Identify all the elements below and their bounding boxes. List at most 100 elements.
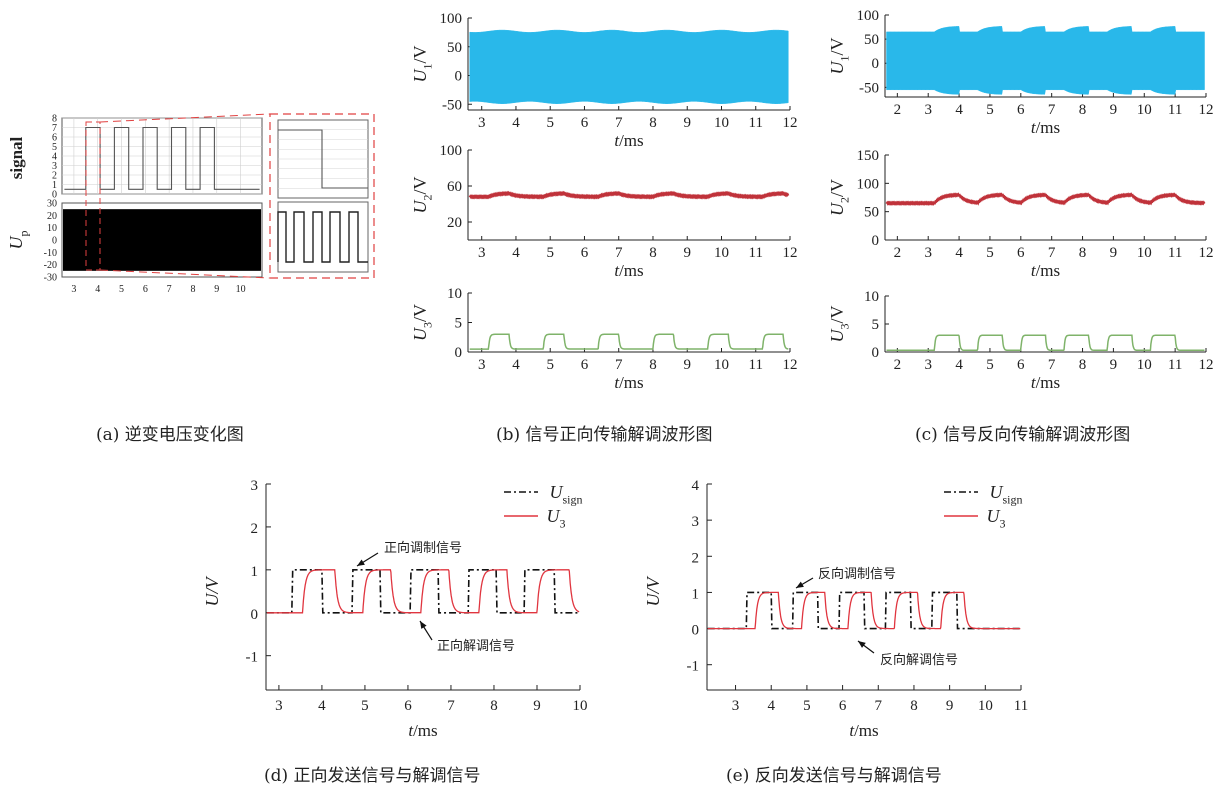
y-tick-label: 7	[52, 123, 57, 134]
y-tick-label: 0	[872, 56, 880, 72]
caption-b: (b) 信号正向传输解调波形图	[496, 425, 713, 445]
x-tick-label: 9	[1110, 102, 1118, 118]
x-tick-label: 10	[573, 698, 588, 714]
u2-trace	[468, 190, 790, 200]
y-tick-label: 20	[447, 215, 462, 231]
y-tick-label: 0	[455, 345, 463, 361]
annotation-label: 反向调制信号	[818, 566, 896, 582]
u1-envelope	[469, 29, 789, 104]
y-axis-label: U3/V	[827, 305, 851, 342]
legend-usign-label: Usign	[549, 482, 582, 506]
x-tick-label: 7	[1048, 357, 1056, 373]
y-tick-label: 2	[251, 521, 259, 537]
y-tick-label: 10	[47, 223, 57, 234]
x-tick-label: 11	[1014, 698, 1028, 714]
caption-e: (e) 反向发送信号与解调信号	[726, 766, 942, 786]
x-tick-label: 5	[361, 698, 369, 714]
y-axis-label: U1/V	[827, 37, 851, 74]
x-tick-label: 12	[1199, 102, 1214, 118]
x-tick-label: 4	[512, 115, 520, 131]
x-tick-label: 3	[924, 102, 932, 118]
y-axis-label: U/V	[202, 576, 222, 607]
x-tick-label: 7	[447, 698, 455, 714]
annotation-arrowhead	[420, 621, 427, 629]
x-tick-label: 4	[955, 357, 963, 373]
legend-u3-label: U3	[987, 506, 1006, 530]
y-tick-label: -1	[687, 659, 700, 675]
x-tick-label: 12	[783, 115, 798, 131]
x-tick-label: 2	[894, 102, 902, 118]
y-tick-label: 0	[251, 607, 259, 623]
x-axis-label: t/ms	[614, 373, 643, 392]
y-tick-label: -10	[44, 248, 57, 259]
x-tick-label: 10	[714, 245, 729, 261]
y-axis-label: U3/V	[410, 304, 434, 341]
y-tick-label: 4	[52, 152, 57, 163]
x-tick-label: 12	[783, 357, 798, 373]
x-tick-label: 10	[236, 284, 246, 295]
x-tick-label: 10	[1137, 245, 1152, 261]
x-tick-label: 5	[986, 245, 994, 261]
annotation-label: 正向解调信号	[437, 638, 515, 654]
y-axis-label: U2/V	[410, 176, 434, 213]
x-tick-label: 3	[275, 698, 283, 714]
u1-envelope	[886, 26, 1205, 95]
y-tick-label: 0	[455, 69, 463, 85]
x-axis-label: t/ms	[614, 261, 643, 280]
y-tick-label: 30	[47, 199, 57, 210]
x-tick-label: 3	[732, 698, 740, 714]
y-tick-label: -20	[44, 260, 57, 271]
x-tick-label: 10	[1137, 357, 1152, 373]
x-tick-label: 6	[404, 698, 412, 714]
x-tick-label: 6	[1017, 245, 1025, 261]
y-tick-label: -30	[44, 273, 57, 284]
y-tick-label: 60	[447, 179, 462, 195]
y-tick-label: 6	[52, 133, 57, 144]
x-tick-label: 9	[683, 245, 691, 261]
x-tick-label: 12	[1199, 245, 1214, 261]
x-tick-label: 3	[478, 357, 486, 373]
x-tick-label: 11	[1168, 245, 1182, 261]
x-tick-label: 11	[749, 115, 763, 131]
x-tick-label: 11	[749, 245, 763, 261]
x-tick-label: 9	[1110, 357, 1118, 373]
x-tick-label: 5	[986, 102, 994, 118]
x-tick-label: 4	[767, 698, 775, 714]
x-axis-label: t/ms	[1031, 373, 1060, 392]
series-u3-line	[266, 569, 580, 614]
y-tick-label: 1	[52, 180, 57, 191]
x-tick-label: 11	[749, 357, 763, 373]
x-tick-label: 5	[119, 284, 124, 295]
x-tick-label: 8	[649, 357, 657, 373]
caption-c: (c) 信号反向传输解调波形图	[915, 425, 1131, 445]
x-tick-label: 7	[167, 284, 172, 295]
u2-trace	[885, 192, 1206, 206]
y-tick-label: 1	[251, 564, 259, 580]
y-tick-label: 100	[857, 8, 880, 24]
x-tick-label: 3	[478, 115, 486, 131]
y-axis-label: U2/V	[827, 179, 851, 216]
y-tick-label: 5	[872, 317, 880, 333]
x-tick-label: 4	[955, 102, 963, 118]
x-tick-label: 10	[714, 115, 729, 131]
x-tick-label: 9	[683, 115, 691, 131]
y-tick-label: 10	[447, 286, 462, 302]
y-tick-label: 50	[864, 205, 879, 221]
x-tick-label: 6	[581, 115, 589, 131]
x-tick-label: 8	[190, 284, 195, 295]
x-tick-label: 7	[1048, 245, 1056, 261]
x-tick-label: 5	[546, 115, 554, 131]
signal-ylabel: signal	[7, 136, 26, 179]
x-tick-label: 10	[978, 698, 993, 714]
y-tick-label: 3	[52, 161, 57, 172]
x-tick-label: 7	[1048, 102, 1056, 118]
series-u3-line	[707, 591, 1021, 630]
up-axes	[61, 202, 263, 278]
y-tick-label: 8	[52, 114, 57, 125]
x-tick-label: 7	[875, 698, 883, 714]
x-tick-label: 7	[615, 115, 623, 131]
x-tick-label: 4	[95, 284, 100, 295]
zoom-connector	[99, 269, 271, 279]
y-tick-label: 150	[857, 148, 880, 164]
